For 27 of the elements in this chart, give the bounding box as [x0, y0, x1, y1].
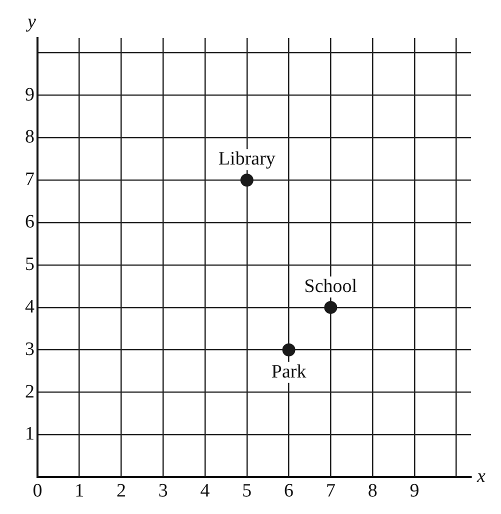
y-tick-label: 2: [25, 381, 34, 402]
y-tick-label: 5: [25, 254, 34, 276]
y-tick-label: 3: [25, 338, 34, 360]
x-tick-label: 7: [326, 480, 336, 502]
x-tick-label: 2: [116, 480, 126, 502]
x-tick-label: 4: [200, 480, 210, 502]
y-tick-label: 1: [25, 424, 34, 445]
x-tick-label: 1: [74, 480, 84, 502]
point: [324, 300, 338, 314]
x-axis-title: x: [476, 466, 486, 488]
y-tick-label: 4: [25, 296, 35, 318]
x-tick-label: 9: [410, 480, 420, 502]
annotation: Library: [218, 148, 276, 170]
x-tick-label: 0: [32, 480, 42, 502]
x-tick-label: 5: [242, 480, 252, 502]
y-tick-label: 8: [25, 126, 34, 148]
annotation: School: [304, 276, 358, 297]
x-tick-label: 3: [158, 480, 168, 502]
x-tick-label: 6: [284, 480, 294, 502]
y-tick-label: 9: [25, 84, 34, 106]
point: [240, 174, 254, 187]
annotation: Park: [271, 361, 307, 382]
y-axis-title: y: [26, 12, 36, 32]
y-tick-label: 7: [25, 169, 34, 190]
x-tick-label: 8: [368, 480, 378, 502]
y-tick-label: 6: [25, 212, 34, 233]
point: [282, 343, 296, 356]
